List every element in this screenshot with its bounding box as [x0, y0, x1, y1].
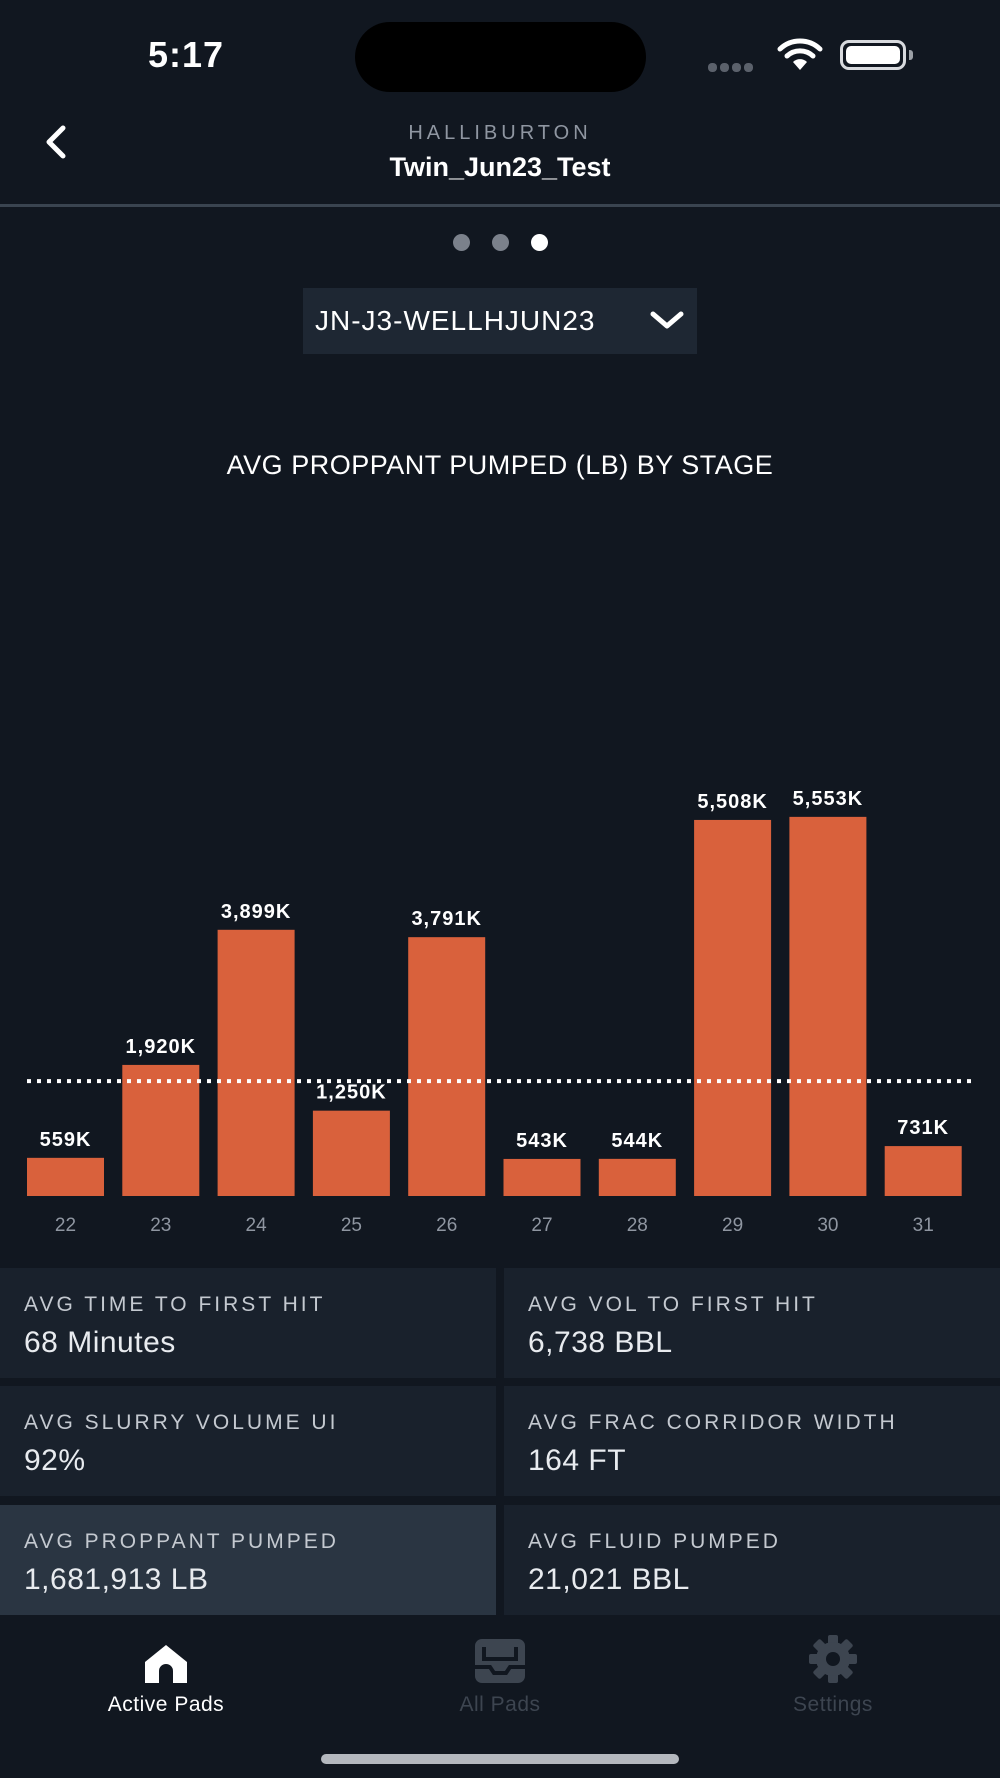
x-tick-label: 24 [246, 1215, 268, 1236]
stat-label: AVG VOL TO FIRST HIT [528, 1293, 818, 1316]
tab-active-pads[interactable]: Active Pads [66, 1629, 266, 1717]
stat-card-fluid-pumped[interactable]: AVG FLUID PUMPED 21,021 BBL [504, 1505, 1000, 1615]
tab-label: Settings [793, 1693, 873, 1716]
company-name: HALLIBURTON [408, 122, 592, 144]
cellular-signal-icon [708, 59, 756, 77]
chart-title: AVG PROPPANT PUMPED (LB) BY STAGE [226, 450, 774, 480]
data-label-stage-23: 1,920K [126, 1036, 197, 1058]
bar-stage-26[interactable] [408, 937, 486, 1196]
data-label-stage-31: 731K [897, 1117, 949, 1139]
stat-card-frac-corridor-width[interactable]: AVG FRAC CORRIDOR WIDTH 164 FT [504, 1386, 1000, 1496]
stat-card-time-to-first-hit[interactable]: AVG TIME TO FIRST HIT 68 Minutes [0, 1268, 496, 1378]
page-dot-2[interactable] [491, 234, 509, 251]
x-tick-label: 25 [341, 1215, 362, 1236]
bar-stage-28[interactable] [598, 1158, 676, 1196]
x-tick-label: 23 [150, 1215, 171, 1236]
bar-stage-22[interactable] [27, 1157, 104, 1196]
page-dot-3[interactable] [530, 234, 548, 251]
chevron-down-icon [650, 311, 684, 329]
data-label-stage-29: 5,508K [697, 791, 768, 813]
page-title: Twin_Jun23_Test [389, 152, 611, 182]
status-bar: 5:17 [0, 0, 1000, 110]
back-button[interactable] [36, 116, 76, 168]
stat-label: AVG SLURRY VOLUME UI [24, 1411, 339, 1434]
stat-label: AVG TIME TO FIRST HIT [24, 1293, 326, 1316]
bar-stage-27[interactable] [503, 1158, 581, 1196]
gear-icon [809, 1635, 857, 1683]
stat-value: 68 Minutes [24, 1326, 176, 1359]
x-tick-label: 27 [531, 1215, 552, 1236]
data-label-stage-26: 3,791K [411, 908, 482, 930]
stat-label: AVG PROPPANT PUMPED [24, 1530, 339, 1553]
x-tick-label: 31 [913, 1215, 934, 1236]
stat-value: 6,738 BBL [528, 1326, 673, 1359]
bar-stage-30[interactable] [789, 816, 867, 1196]
stat-value: 1,681,913 LB [24, 1563, 209, 1596]
tab-label: Active Pads [107, 1693, 225, 1716]
battery-tip [909, 50, 913, 60]
battery-icon [840, 40, 906, 70]
inbox-icon [475, 1639, 525, 1683]
well-selector-value: JN-J3-WELLHJUN23 [315, 305, 596, 336]
home-indicator [321, 1754, 679, 1764]
stat-card-vol-to-first-hit[interactable]: AVG VOL TO FIRST HIT 6,738 BBL [504, 1268, 1000, 1378]
stat-value: 21,021 BBL [528, 1563, 690, 1596]
x-tick-label: 29 [722, 1215, 743, 1236]
bar-stage-25[interactable] [312, 1110, 390, 1196]
data-label-stage-30: 5,553K [793, 788, 864, 810]
page-dot-1[interactable] [452, 234, 470, 251]
stat-value: 164 FT [528, 1444, 627, 1477]
stat-card-proppant-pumped[interactable]: AVG PROPPANT PUMPED 1,681,913 LB [0, 1505, 496, 1615]
status-time: 5:17 [148, 34, 225, 75]
tab-all-pads[interactable]: All Pads [400, 1629, 600, 1717]
header: HALLIBURTON Twin_Jun23_Test [0, 110, 1000, 207]
proppant-bar-chart: 559K 22 1,920K 23 3,899K 24 1,250K 25 3,791K 26 54… [27, 788, 975, 1236]
bar-stage-24[interactable] [217, 929, 295, 1196]
stat-label: AVG FLUID PUMPED [528, 1530, 781, 1553]
wifi-icon [776, 38, 824, 77]
tab-label: All Pads [459, 1693, 541, 1716]
data-label-stage-25: 1,250K [316, 1082, 387, 1104]
home-icon [145, 1645, 187, 1683]
stat-label: AVG FRAC CORRIDOR WIDTH [528, 1411, 898, 1434]
data-label-stage-24: 3,899K [221, 901, 292, 923]
x-tick-label: 28 [627, 1215, 648, 1236]
chevron-left-icon [46, 125, 66, 159]
data-label-stage-27: 543K [516, 1130, 568, 1152]
bar-stage-31[interactable] [884, 1146, 962, 1196]
dynamic-island [355, 22, 646, 92]
bar-stage-23[interactable] [122, 1064, 200, 1196]
tab-bar: Active Pads All Pads Se [0, 1615, 1000, 1778]
page-indicator [0, 234, 1000, 256]
x-tick-label: 22 [55, 1215, 76, 1236]
stat-value: 92% [24, 1444, 86, 1477]
data-label-stage-22: 559K [40, 1129, 92, 1151]
tab-settings[interactable]: Settings [733, 1629, 933, 1717]
x-tick-label: 26 [436, 1215, 457, 1236]
data-label-stage-28: 544K [611, 1130, 663, 1152]
x-tick-label: 30 [817, 1215, 838, 1236]
stat-card-slurry-volume[interactable]: AVG SLURRY VOLUME UI 92% [0, 1386, 496, 1496]
bar-stage-29[interactable] [694, 819, 772, 1196]
well-selector[interactable]: JN-J3-WELLHJUN23 [303, 288, 697, 354]
